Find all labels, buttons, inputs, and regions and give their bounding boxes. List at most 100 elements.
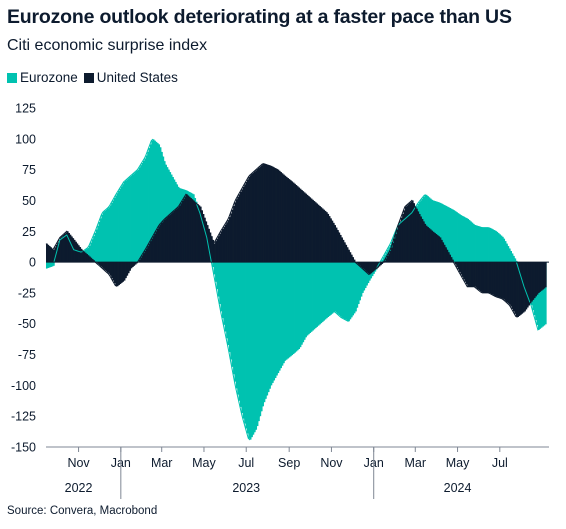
united-states-column — [542, 262, 544, 290]
series-eurozone — [46, 139, 547, 440]
united-states-column — [427, 226, 429, 263]
united-states-column — [334, 225, 337, 263]
united-states-column — [162, 221, 165, 263]
united-states-column — [281, 173, 284, 263]
eurozone-column — [357, 262, 360, 304]
united-states-column — [339, 234, 342, 263]
eurozone-column — [359, 262, 361, 301]
eurozone-column — [242, 262, 245, 419]
united-states-column — [494, 262, 497, 297]
united-states-column — [184, 196, 187, 263]
y-axis: 125 100 75 50 25 0 -25 -50 -75 -100 -125 -150 — [11, 102, 36, 455]
y-tick-label: 25 — [22, 225, 36, 239]
united-states-column — [58, 239, 61, 263]
eurozone-column — [485, 227, 488, 263]
united-states-column — [210, 236, 213, 263]
united-states-column — [62, 234, 65, 263]
eurozone-column — [260, 262, 263, 412]
united-states-column — [126, 262, 129, 276]
united-states-column — [147, 246, 149, 263]
united-states-column — [273, 167, 276, 263]
united-states-column — [508, 262, 511, 305]
eurozone-column — [271, 262, 274, 383]
united-states-column — [424, 223, 427, 263]
united-states-column — [187, 195, 190, 263]
chart-subtitle: Citi economic surprise index — [7, 37, 208, 54]
eurozone-column — [266, 262, 269, 396]
united-states-column — [397, 225, 400, 263]
united-states-column — [314, 202, 317, 263]
x-tick-label: Jul — [492, 456, 508, 470]
x-tick-label: Nov — [67, 456, 90, 470]
united-states-column — [220, 231, 223, 263]
eurozone-column — [317, 262, 320, 326]
united-states-column — [404, 206, 407, 263]
x-tick-label: May — [192, 456, 216, 470]
united-states-column — [233, 206, 235, 263]
united-states-column — [349, 252, 352, 263]
united-states-column — [172, 212, 174, 263]
united-states-column — [501, 262, 504, 299]
eurozone-column — [496, 231, 499, 263]
eurozone-column — [256, 262, 259, 427]
united-states-column — [411, 200, 414, 263]
eurozone-column — [360, 262, 363, 297]
eurozone-column — [506, 243, 508, 263]
united-states-column — [158, 226, 161, 263]
united-states-column — [476, 262, 479, 289]
y-tick-label: -75 — [18, 348, 36, 362]
united-states-column — [116, 262, 119, 287]
united-states-column — [328, 216, 331, 263]
eurozone-column — [454, 211, 457, 263]
eurozone-column — [471, 222, 474, 263]
united-states-column — [76, 243, 79, 263]
united-states-column — [486, 262, 489, 293]
united-states-column — [194, 201, 197, 263]
united-states-column — [323, 209, 325, 263]
eurozone-column — [108, 207, 111, 263]
united-states-column — [356, 262, 359, 264]
united-states-column — [65, 232, 68, 263]
united-states-column — [69, 234, 72, 263]
united-states-column — [300, 189, 303, 263]
eurozone-column — [161, 151, 163, 263]
eurozone-column — [486, 227, 489, 263]
eurozone-column — [155, 141, 158, 263]
eurozone-column — [111, 202, 113, 263]
eurozone-column — [472, 223, 475, 263]
eurozone-column — [102, 212, 105, 263]
united-states-column — [151, 238, 154, 263]
eurozone-column — [489, 227, 492, 263]
united-states-column — [259, 166, 262, 263]
eurozone-column — [481, 227, 483, 263]
united-states-column — [113, 262, 116, 284]
united-states-column — [144, 250, 147, 263]
eurozone-column — [251, 262, 253, 438]
legend-swatch-united-states — [83, 72, 94, 83]
united-states-column — [165, 218, 167, 263]
eurozone-column — [349, 262, 352, 320]
eurozone-column — [48, 262, 51, 268]
eurozone-column — [494, 230, 497, 263]
eurozone-column — [285, 262, 288, 360]
eurozone-column — [244, 262, 246, 424]
eurozone-column — [95, 229, 98, 263]
eurozone-column — [224, 262, 227, 332]
united-states-column — [360, 262, 363, 268]
united-states-column — [66, 231, 69, 263]
eurozone-column — [544, 262, 547, 325]
united-states-column — [396, 229, 399, 263]
eurozone-column — [230, 262, 233, 360]
united-states-column — [216, 238, 219, 263]
eurozone-column — [154, 140, 156, 263]
united-states-column — [524, 262, 526, 312]
united-states-column — [359, 262, 361, 266]
united-states-column — [414, 205, 417, 263]
eurozone-column — [508, 248, 511, 263]
eurozone-column — [458, 214, 461, 263]
united-states-column — [106, 262, 109, 273]
united-states-column — [307, 196, 310, 263]
united-states-column — [467, 262, 470, 287]
united-states-column — [375, 262, 378, 269]
united-states-column — [145, 248, 148, 263]
